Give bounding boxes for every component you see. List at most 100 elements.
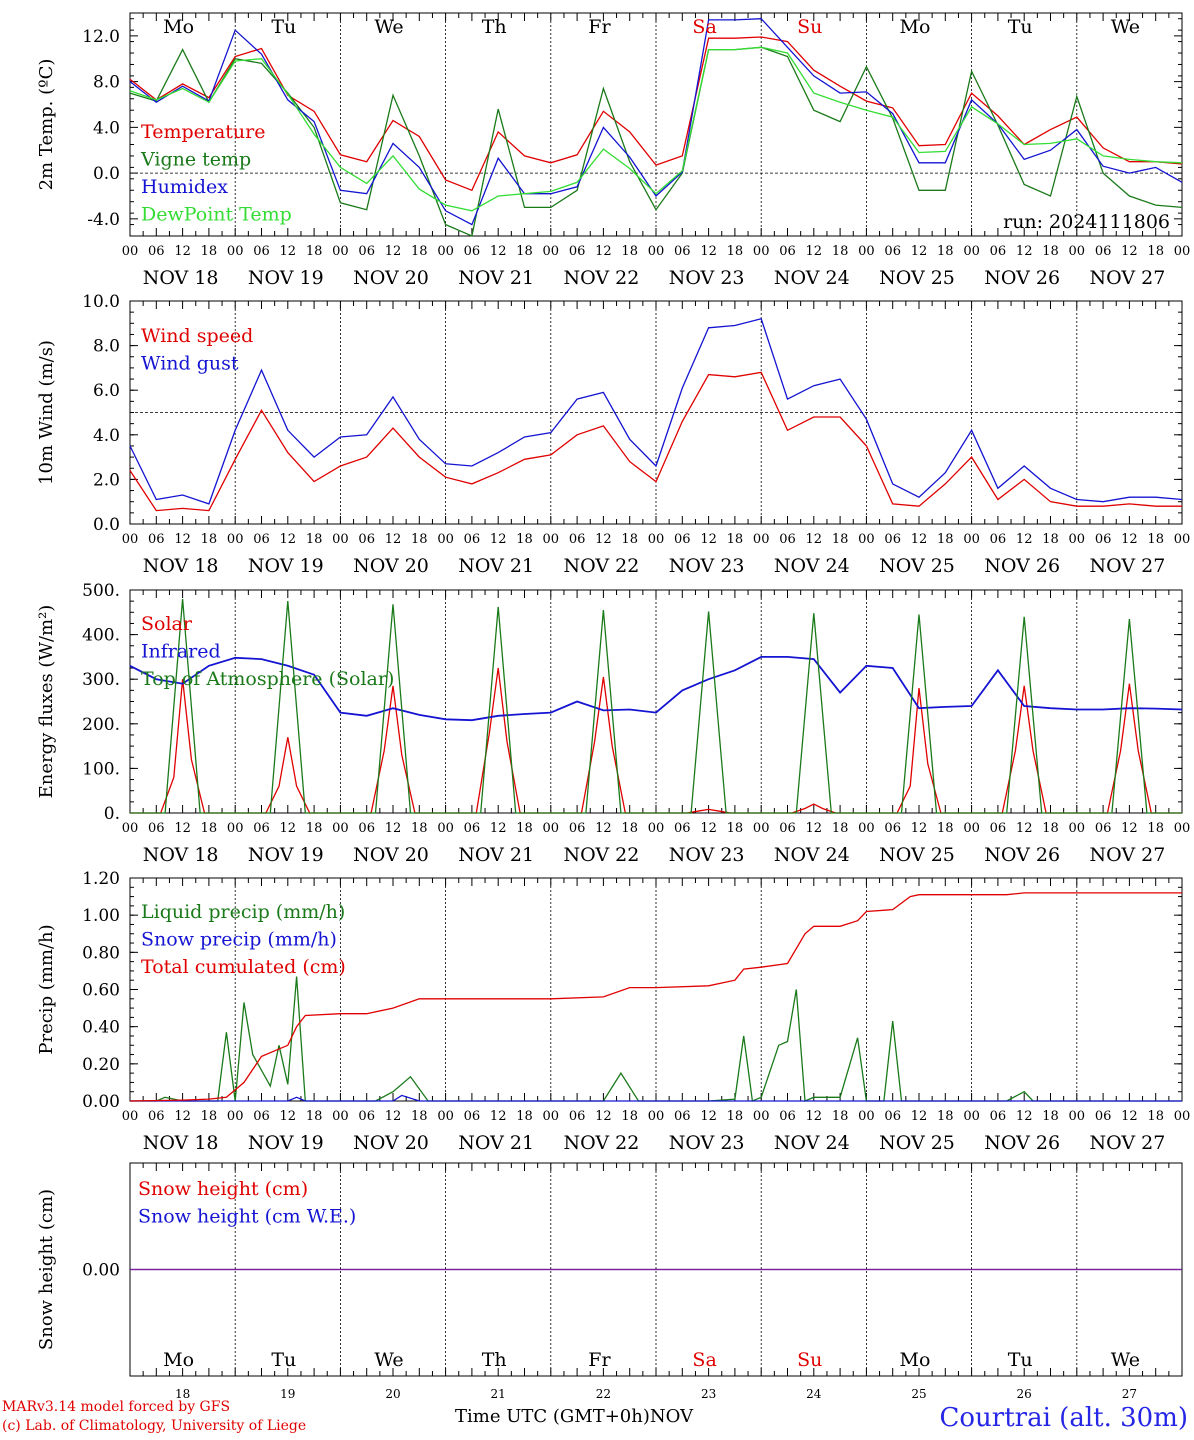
hour-tick-label: 18 [516,1109,533,1124]
hour-tick-label: 18 [306,821,323,836]
date-label: NOV 24 [774,1132,850,1154]
date-label: NOV 18 [143,267,219,289]
hour-tick-label: 00 [543,1109,560,1124]
series-line [130,598,1182,814]
hour-tick-label: 12 [911,821,928,836]
y-tick-label: 1.20 [82,869,120,889]
hour-tick-label: 00 [648,1109,665,1124]
hour-tick-label: 18 [411,821,428,836]
date-label: NOV 22 [563,267,639,289]
hour-tick-label: 12 [700,244,717,259]
date-label: NOV 20 [353,844,429,866]
date-label: NOV 19 [248,1132,324,1154]
hour-tick-label: 06 [779,532,796,547]
day-name: Sa [692,1349,716,1371]
date-number: 24 [806,1387,822,1400]
date-label: NOV 27 [1089,1132,1165,1154]
hour-tick-label: 00 [1174,821,1191,836]
hour-tick-label: 06 [464,1109,481,1124]
hour-tick-label: 12 [490,1109,507,1124]
y-tick-label: 400. [82,626,120,646]
x-axis-title-text: Time UTC (GMT+0h) [455,1406,650,1427]
legend-entry: Snow height (cm) [138,1178,308,1200]
hour-tick-label: 00 [543,244,560,259]
date-label: NOV 21 [458,1132,534,1154]
hour-tick-label: 00 [648,244,665,259]
hour-tick-label: 00 [227,1109,244,1124]
hour-tick-label: 06 [148,532,165,547]
hour-tick-label: 00 [543,821,560,836]
date-number: 23 [701,1387,716,1400]
hour-tick-label: 18 [1042,821,1059,836]
day-name: Tu [271,16,296,38]
hour-tick-label: 18 [516,821,533,836]
hour-tick-label: 06 [990,532,1007,547]
date-label: NOV 25 [879,555,955,577]
date-label: NOV 23 [669,267,745,289]
legend-entry: Liquid precip (mm/h) [141,901,345,923]
hour-tick-label: 00 [227,532,244,547]
hour-tick-label: 18 [621,532,638,547]
hour-tick-label: 12 [595,821,612,836]
date-number: 27 [1122,1387,1137,1400]
hour-tick-label: 00 [858,821,875,836]
hour-tick-label: 00 [963,244,980,259]
hour-tick-label: 12 [385,244,402,259]
hour-tick-label: 00 [963,1109,980,1124]
hour-tick-label: 12 [595,532,612,547]
hour-tick-label: 00 [753,532,770,547]
day-name: We [374,1349,403,1371]
day-name: Su [797,1349,822,1371]
hour-tick-label: 18 [411,1109,428,1124]
y-tick-label: 200. [82,715,120,735]
y-axis-label: 2m Temp. (ºC) [36,59,57,191]
model-credit: MARv3.14 model forced by GFS [2,1399,231,1415]
legend-entry: Snow precip (mm/h) [141,929,337,951]
y-tick-label: 300. [82,670,120,690]
hour-tick-label: 00 [963,821,980,836]
day-name: We [1111,16,1140,38]
hour-tick-label: 12 [806,244,823,259]
date-number: 25 [911,1387,926,1400]
hour-tick-label: 00 [122,821,139,836]
date-label: NOV 24 [774,267,850,289]
date-label: NOV 23 [669,844,745,866]
hour-tick-label: 00 [1069,244,1086,259]
hour-tick-label: 00 [122,244,139,259]
day-name: Mo [900,1349,931,1371]
day-name: Tu [1008,1349,1033,1371]
hour-tick-label: 12 [1016,1109,1033,1124]
series-line [129,892,1182,1102]
hour-tick-label: 12 [806,821,823,836]
hour-tick-label: 18 [621,821,638,836]
hour-tick-label: 06 [148,244,165,259]
date-label: NOV 21 [458,844,534,866]
date-number: 21 [491,1387,506,1400]
hour-tick-label: 12 [174,244,191,259]
hour-tick-label: 00 [122,532,139,547]
day-name: Sa [692,16,716,38]
hour-tick-label: 06 [253,532,270,547]
hour-tick-label: 12 [911,532,928,547]
y-tick-label: 6.0 [93,381,120,401]
hour-tick-label: 06 [1095,1109,1112,1124]
hour-tick-label: 00 [753,1109,770,1124]
date-label: NOV 25 [879,1132,955,1154]
date-label: NOV 22 [563,844,639,866]
legend-entry: Vigne temp [140,149,251,171]
hour-tick-label: 18 [306,244,323,259]
date-label: NOV 25 [879,267,955,289]
y-tick-label: 4.0 [93,426,120,446]
hour-tick-label: 12 [280,821,297,836]
legend-entry: Total cumulated (cm) [141,956,346,978]
hour-tick-label: 00 [332,532,349,547]
hour-tick-label: 18 [727,532,744,547]
date-label: NOV 27 [1089,844,1165,866]
hour-tick-label: 18 [1147,821,1164,836]
site-label: Courtrai (alt. 30m) [939,1403,1189,1433]
date-label: NOV 24 [774,555,850,577]
y-tick-label: 0. [104,804,120,824]
hour-tick-label: 06 [569,532,586,547]
hour-tick-label: 12 [174,821,191,836]
hour-tick-label: 06 [569,244,586,259]
